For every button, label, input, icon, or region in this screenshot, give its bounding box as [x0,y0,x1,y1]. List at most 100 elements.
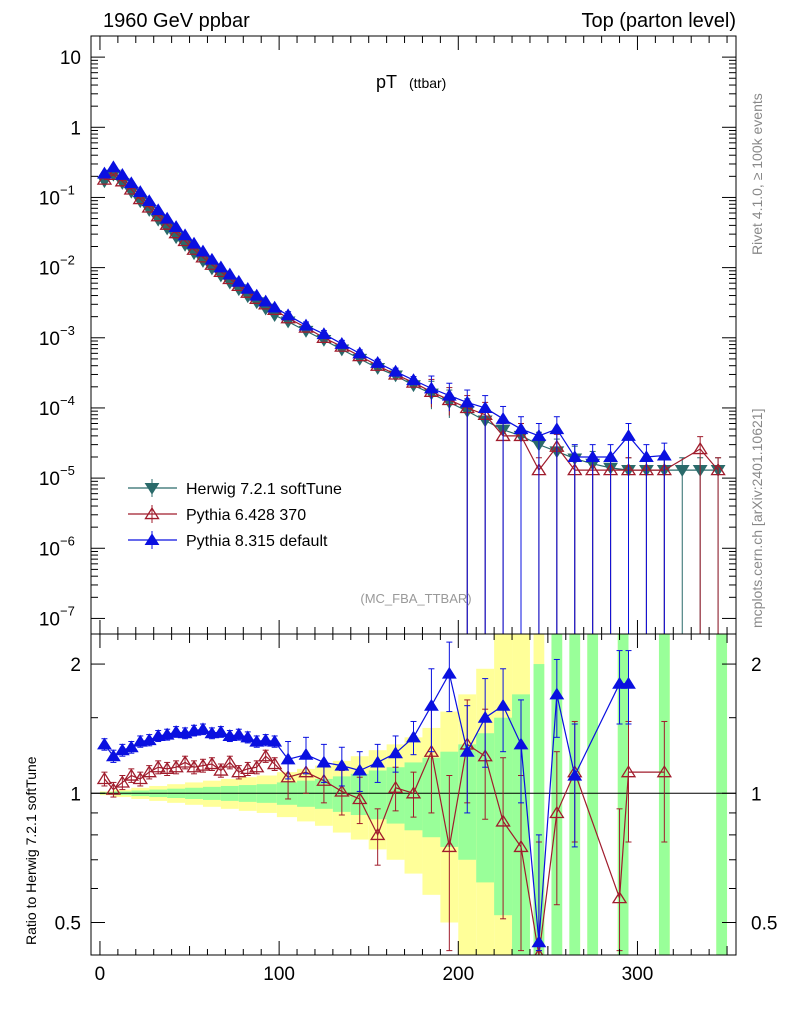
ratio-point [620,765,637,778]
ratio-point [388,746,403,759]
ratio-point [159,761,175,775]
data-point [114,168,130,180]
data-point [370,356,386,368]
ratio-point [177,755,193,768]
data-point [141,200,157,213]
series-line [104,174,719,471]
ratio-point [213,725,229,737]
data-point [249,288,265,301]
legend-marker [144,506,160,520]
data-point [132,185,148,197]
ratio-point [611,890,628,904]
ratio-point [105,749,121,762]
ratio-point [352,763,368,776]
data-point [204,252,220,265]
mcplots-label: mcplots.cern.ch [arXiv:2401.10621] [749,409,765,628]
ratio-point [406,730,421,743]
ratio-point [222,755,238,768]
ratio-point [370,755,386,768]
data-point [97,166,112,179]
y-tick-label: 1 [70,118,81,139]
data-point [195,244,211,257]
ratio-point [258,749,274,762]
ratio-point [459,744,475,757]
ratio-point [150,760,166,773]
data-point [123,182,139,195]
data-point [105,167,122,181]
x-tick-label: 0 [95,964,106,985]
data-point [459,395,475,408]
ratio-y-tick-label: 1 [70,784,81,805]
chart-title: pT [376,72,397,92]
x-tick-label: 200 [442,964,474,985]
ratio-point [477,710,493,723]
x-tick-label: 100 [263,964,295,985]
ratio-point [567,768,583,781]
syst-band-green [368,770,387,820]
analysis-watermark: (MC_FBA_TTBAR) [360,591,471,606]
header-energy: 1960 GeV ppbar [103,10,250,32]
ratio-y-tick-label: 2 [70,655,81,676]
ratio-point [240,761,256,775]
data-point [177,233,193,247]
y-tick-label: 10 [39,188,60,209]
ratio-point [424,698,439,711]
chart-title-sub: (ttbar) [409,75,446,91]
ratio-point [195,758,211,771]
ratio-point [280,752,296,765]
syst-band-green [587,634,599,955]
syst-band-green [716,634,728,955]
data-point [195,250,211,263]
ratio-point [298,765,314,778]
data-point [123,176,139,189]
ratio-point [441,839,458,853]
data-point [159,217,175,230]
ratio-point [258,733,274,746]
legend-label: Pythia 8.315 default [186,533,328,550]
ratio-point [132,771,148,785]
ratio-point [213,763,229,776]
data-point [186,236,202,249]
data-point [168,226,184,239]
ratio-point [316,773,332,786]
ratio-point [105,782,122,795]
data-point [258,294,274,307]
data-point [168,220,184,232]
ratio-point [123,768,139,781]
ratio-point [266,756,283,770]
ratio-point [612,676,627,689]
legend: Herwig 7.2.1 softTune Pythia 6.428 370 Pyt… [128,479,342,550]
ratio-point [195,722,211,735]
data-point [585,450,601,463]
ratio-point [621,676,636,689]
ratio-point [186,760,202,773]
data-point [567,450,583,463]
legend-marker [144,482,160,495]
data-point [406,373,421,386]
data-point [186,242,202,255]
data-point [692,441,708,455]
data-point [531,429,547,441]
ratio-point [123,740,139,753]
y-tick-exponent: −6 [60,533,75,548]
ratio-point [280,770,296,783]
data-point [603,450,618,463]
ratio-point [97,737,112,750]
data-point [477,401,493,413]
data-point [710,463,726,476]
ratio-series-up [97,641,636,952]
data-point [621,429,636,441]
x-tick-label: 300 [622,964,654,985]
ratio-point [352,791,368,805]
ratio-panel: 0.5 0.5 1 1 2 2 0 100 200 300 [55,633,777,985]
series-line [104,166,665,458]
ratio-point [168,725,184,737]
series-up [97,160,672,634]
ratio-point [656,765,673,778]
data-point [222,267,238,280]
y-tick-label: 10 [39,399,60,420]
ratio-point [334,784,350,797]
data-point [639,450,654,463]
